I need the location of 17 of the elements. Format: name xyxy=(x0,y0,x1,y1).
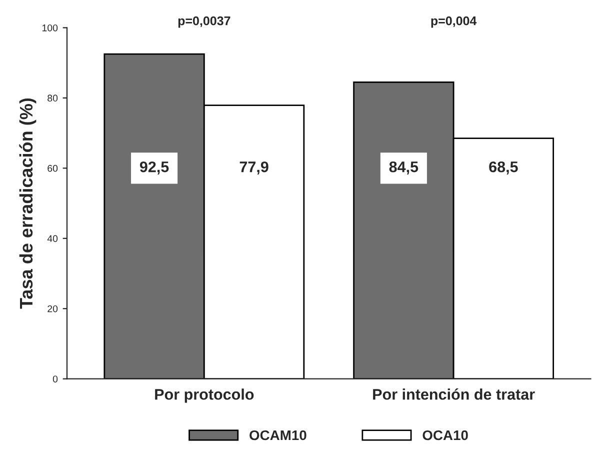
data-label: 68,5 xyxy=(489,161,518,174)
text: p=0,004 xyxy=(431,16,477,28)
data-label: 92,5 xyxy=(140,161,169,174)
y-tick-label: 80 xyxy=(48,94,58,102)
y-tick-label: 20 xyxy=(48,305,58,312)
legend-label: OCA10 xyxy=(422,430,468,440)
y-tick-label: 60 xyxy=(48,164,58,172)
data-label: 77,9 xyxy=(240,161,268,174)
x-tick-label: Por protocolo xyxy=(155,388,254,403)
legend-label: OCAM10 xyxy=(250,430,306,440)
data-label: 84,5 xyxy=(389,161,418,174)
y-tick-label: 40 xyxy=(47,235,58,242)
x-tick-label: Por intención de tratar xyxy=(373,388,535,400)
y-tick-label: 100 xyxy=(42,24,58,32)
y-tick-label: 0 xyxy=(52,376,58,382)
y-axis-title: Tasa de erradicación (%) xyxy=(19,98,36,309)
text: p=0,0037 xyxy=(178,16,230,28)
